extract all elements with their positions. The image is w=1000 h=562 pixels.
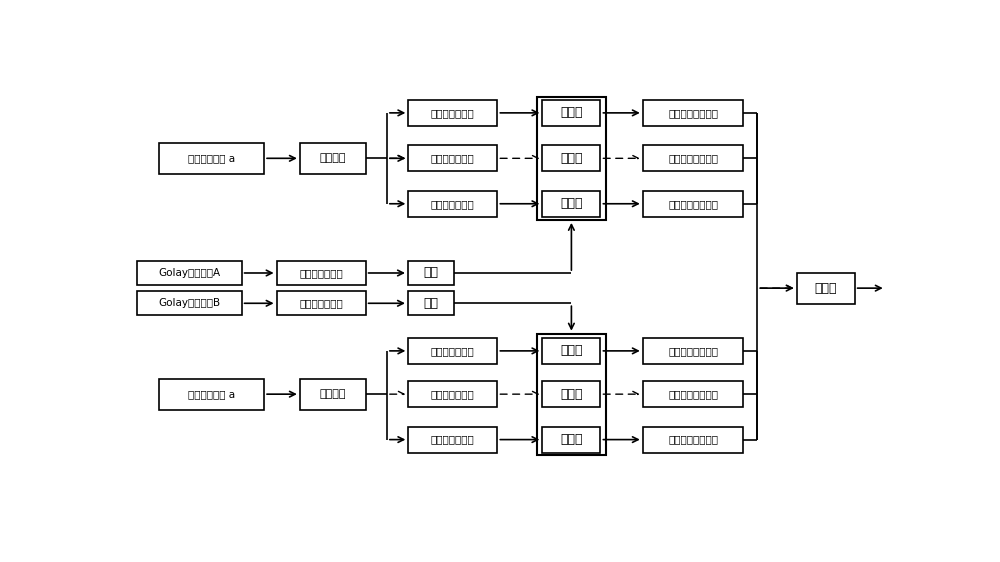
FancyBboxPatch shape: [277, 291, 366, 315]
FancyBboxPatch shape: [542, 191, 600, 217]
Text: 拉曼散射信号 a: 拉曼散射信号 a: [188, 153, 235, 164]
Text: 共轭: 共轭: [424, 266, 439, 279]
Text: 快速傅立叶变换: 快速傅立叶变换: [431, 434, 475, 445]
Text: 乘法器: 乘法器: [560, 152, 583, 165]
Text: 快速傅立叶逆变换: 快速傅立叶逆变换: [668, 199, 718, 209]
Text: 快速傅立叶变换: 快速傅立叶变换: [431, 346, 475, 356]
Text: 拉曼散射信号 a: 拉曼散射信号 a: [188, 389, 235, 399]
FancyBboxPatch shape: [643, 191, 743, 217]
Text: 乘法器: 乘法器: [560, 106, 583, 119]
Text: 快速傅立叶逆变换: 快速傅立叶逆变换: [668, 153, 718, 164]
FancyBboxPatch shape: [542, 100, 600, 126]
Text: 模数转换: 模数转换: [319, 153, 346, 164]
Text: 乘法器: 乘法器: [560, 388, 583, 401]
FancyBboxPatch shape: [542, 427, 600, 452]
Text: Golay脉冲编码B: Golay脉冲编码B: [158, 298, 220, 309]
Text: 快速傅立叶逆变换: 快速傅立叶逆变换: [668, 434, 718, 445]
FancyBboxPatch shape: [408, 100, 497, 126]
FancyBboxPatch shape: [408, 381, 497, 407]
Text: Golay脉冲编码A: Golay脉冲编码A: [158, 268, 220, 278]
FancyBboxPatch shape: [137, 291, 242, 315]
FancyBboxPatch shape: [408, 291, 454, 315]
FancyBboxPatch shape: [797, 273, 855, 303]
FancyBboxPatch shape: [643, 427, 743, 452]
Text: 共轭: 共轭: [424, 297, 439, 310]
FancyBboxPatch shape: [408, 261, 454, 285]
Text: 乘法器: 乘法器: [560, 345, 583, 357]
FancyBboxPatch shape: [643, 338, 743, 364]
Text: 快速傅立叶变换: 快速傅立叶变换: [431, 389, 475, 399]
FancyBboxPatch shape: [542, 381, 600, 407]
Text: 累加器: 累加器: [814, 282, 837, 294]
Text: 乘法器: 乘法器: [560, 197, 583, 210]
FancyBboxPatch shape: [643, 146, 743, 171]
FancyBboxPatch shape: [137, 261, 242, 285]
FancyBboxPatch shape: [542, 338, 600, 364]
Text: 快速傅立叶变换: 快速傅立叶变换: [299, 298, 343, 309]
FancyBboxPatch shape: [408, 338, 497, 364]
FancyBboxPatch shape: [300, 379, 366, 410]
Text: 快速傅立叶逆变换: 快速傅立叶逆变换: [668, 389, 718, 399]
Text: 快速傅立叶变换: 快速傅立叶变换: [299, 268, 343, 278]
FancyBboxPatch shape: [408, 146, 497, 171]
Text: 快速傅立叶逆变换: 快速傅立叶逆变换: [668, 346, 718, 356]
FancyBboxPatch shape: [300, 143, 366, 174]
FancyBboxPatch shape: [159, 379, 264, 410]
FancyBboxPatch shape: [277, 261, 366, 285]
FancyBboxPatch shape: [408, 427, 497, 452]
Text: 快速傅立叶变换: 快速傅立叶变换: [431, 108, 475, 118]
Text: 模数转换: 模数转换: [319, 389, 346, 399]
Text: 乘法器: 乘法器: [560, 433, 583, 446]
FancyBboxPatch shape: [542, 146, 600, 171]
FancyBboxPatch shape: [159, 143, 264, 174]
FancyBboxPatch shape: [643, 381, 743, 407]
Text: 快速傅立叶逆变换: 快速傅立叶逆变换: [668, 108, 718, 118]
FancyBboxPatch shape: [408, 191, 497, 217]
FancyBboxPatch shape: [643, 100, 743, 126]
Text: 快速傅立叶变换: 快速傅立叶变换: [431, 153, 475, 164]
Text: 快速傅立叶变换: 快速傅立叶变换: [431, 199, 475, 209]
